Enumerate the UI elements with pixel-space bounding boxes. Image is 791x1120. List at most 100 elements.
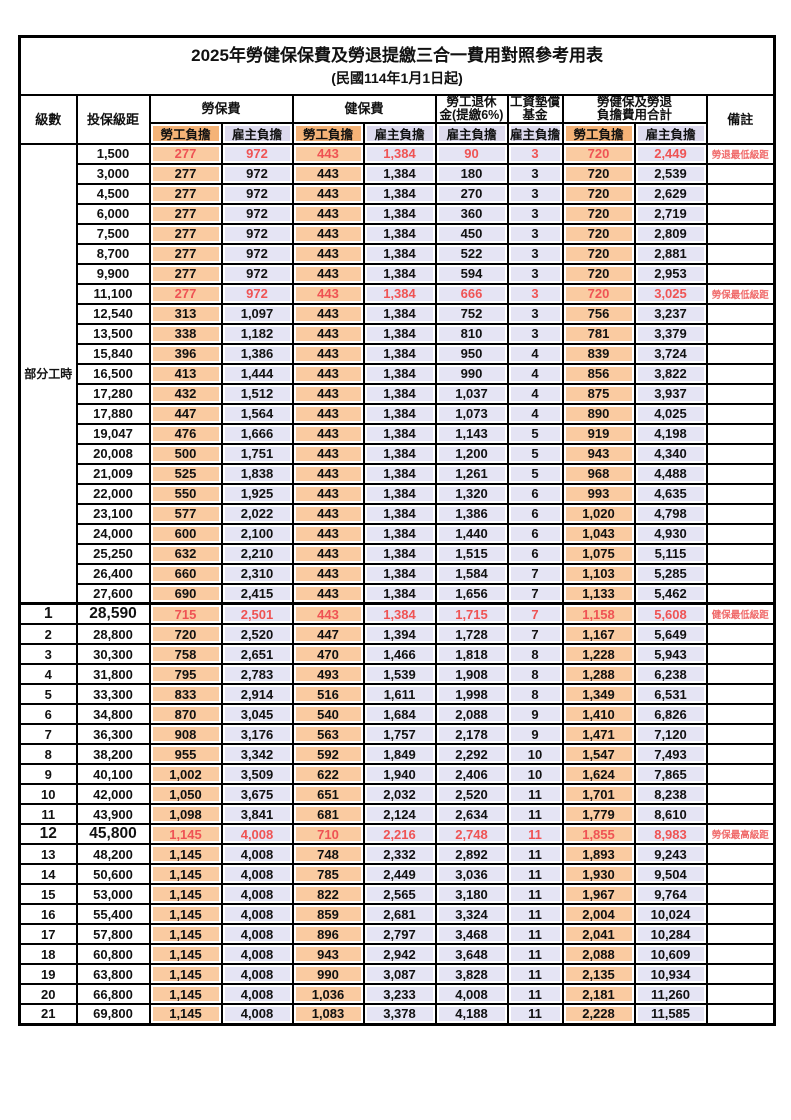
cell-remark bbox=[705, 623, 776, 645]
cell-total_emp: 1,349 bbox=[561, 683, 636, 705]
cell-total_emp: 720 bbox=[561, 182, 636, 205]
cell-labor_emp: 795 bbox=[148, 663, 223, 685]
cell-total_er: 3,379 bbox=[633, 322, 708, 345]
cell-labor_er: 3,342 bbox=[220, 743, 294, 765]
cell-labor_emp: 1,145 bbox=[148, 963, 223, 985]
cell-level: 21 bbox=[18, 1003, 78, 1025]
table-row: 16,500 413 1,444 443 1,384 990 4 856 3,822 bbox=[20, 362, 776, 385]
cell-bracket: 45,800 bbox=[75, 823, 151, 845]
cell-remark bbox=[705, 683, 776, 705]
cell-fund_er: 4 bbox=[506, 362, 564, 385]
cell-labor_er: 972 bbox=[220, 162, 294, 185]
cell-fund_er: 5 bbox=[506, 442, 564, 465]
cell-total_er: 3,822 bbox=[633, 362, 708, 385]
cell-total_er: 2,449 bbox=[633, 142, 708, 165]
cell-bracket: 55,400 bbox=[75, 903, 151, 925]
cell-fund_er: 8 bbox=[506, 643, 564, 665]
cell-total_er: 11,260 bbox=[633, 983, 708, 1005]
cell-labor_emp: 1,145 bbox=[148, 823, 223, 845]
cell-remark bbox=[705, 763, 776, 785]
cell-fund_er: 4 bbox=[506, 342, 564, 365]
cell-labor_emp: 632 bbox=[148, 542, 223, 565]
table-row: 17,280 432 1,512 443 1,384 1,037 4 875 3,937 bbox=[20, 382, 776, 405]
cell-health_er: 1,384 bbox=[362, 482, 437, 505]
cell-total_emp: 1,020 bbox=[561, 502, 636, 525]
cell-labor_er: 2,783 bbox=[220, 663, 294, 685]
cell-pension_er: 1,728 bbox=[434, 623, 509, 645]
cell-health_emp: 822 bbox=[291, 883, 365, 905]
cell-labor_emp: 1,145 bbox=[148, 883, 223, 905]
col-header-pension: 勞工退休 金(提繳6%) bbox=[434, 93, 509, 124]
cell-labor_emp: 277 bbox=[148, 262, 223, 285]
cell-remark bbox=[705, 663, 776, 685]
cell-labor_er: 4,008 bbox=[220, 843, 294, 865]
cell-health_emp: 563 bbox=[291, 723, 365, 745]
cell-labor_emp: 1,145 bbox=[148, 903, 223, 925]
cell-total_er: 6,238 bbox=[633, 663, 708, 685]
cell-health_er: 2,681 bbox=[362, 903, 437, 925]
cell-bracket: 1,500 bbox=[75, 142, 151, 165]
cell-total_emp: 720 bbox=[561, 242, 636, 265]
table-row: 3,000 277 972 443 1,384 180 3 720 2,539 bbox=[20, 162, 776, 185]
table-row: 16 55,400 1,145 4,008 859 2,681 3,324 11 2,004 10… bbox=[18, 903, 776, 925]
cell-total_er: 5,115 bbox=[633, 542, 708, 565]
cell-fund_er: 3 bbox=[506, 262, 564, 285]
cell-pension_er: 2,520 bbox=[434, 783, 509, 805]
table-row: 10 42,000 1,050 3,675 651 2,032 2,520 11 1,701 8,… bbox=[18, 783, 776, 805]
cell-health_emp: 470 bbox=[291, 643, 365, 665]
cell-fund_er: 3 bbox=[506, 322, 564, 345]
table-row: 19 63,800 1,145 4,008 990 3,087 3,828 11 2,135 10… bbox=[18, 963, 776, 985]
cell-level: 4 bbox=[18, 663, 78, 685]
cell-health_er: 1,384 bbox=[362, 602, 437, 625]
cell-level: 2 bbox=[18, 623, 78, 645]
cell-total_er: 9,504 bbox=[633, 863, 708, 885]
cell-bracket: 31,800 bbox=[75, 663, 151, 685]
cell-remark: 勞保最低級距 bbox=[705, 282, 776, 305]
cell-pension_er: 3,468 bbox=[434, 923, 509, 945]
cell-labor_emp: 577 bbox=[148, 502, 223, 525]
table-row: 23,100 577 2,022 443 1,384 1,386 6 1,020 4,798 bbox=[20, 502, 776, 525]
cell-remark bbox=[705, 903, 776, 925]
title-block: 2025年勞健保保費及勞退提繳三合一費用對照參考用表 (民國114年1月1日起) bbox=[18, 35, 776, 96]
cell-total_er: 7,865 bbox=[633, 763, 708, 785]
cell-pension_er: 3,036 bbox=[434, 863, 509, 885]
cell-total_er: 4,930 bbox=[633, 522, 708, 545]
cell-health_er: 1,384 bbox=[362, 182, 437, 205]
cell-pension_er: 2,088 bbox=[434, 703, 509, 725]
cell-labor_emp: 277 bbox=[148, 202, 223, 225]
cell-total_er: 10,609 bbox=[633, 943, 708, 965]
cell-health_emp: 443 bbox=[291, 202, 365, 225]
cell-health_er: 2,565 bbox=[362, 883, 437, 905]
cell-level: 8 bbox=[18, 743, 78, 765]
cell-level: 3 bbox=[18, 643, 78, 665]
cell-labor_emp: 277 bbox=[148, 142, 223, 165]
cell-labor_er: 4,008 bbox=[220, 923, 294, 945]
cell-remark bbox=[705, 342, 776, 365]
subheader-health-employer: 雇主負擔 bbox=[362, 121, 437, 145]
cell-total_emp: 1,043 bbox=[561, 522, 636, 545]
cell-total_er: 6,826 bbox=[633, 703, 708, 725]
cell-health_er: 3,087 bbox=[362, 963, 437, 985]
cell-health_emp: 1,083 bbox=[291, 1003, 365, 1025]
cell-health_emp: 443 bbox=[291, 322, 365, 345]
cell-total_emp: 720 bbox=[561, 142, 636, 165]
cell-pension_er: 1,515 bbox=[434, 542, 509, 565]
cell-total_emp: 1,855 bbox=[561, 823, 636, 845]
cell-remark bbox=[705, 162, 776, 185]
cell-health_emp: 443 bbox=[291, 242, 365, 265]
cell-total_emp: 890 bbox=[561, 402, 636, 425]
cell-total_emp: 720 bbox=[561, 282, 636, 305]
cell-labor_er: 2,415 bbox=[220, 582, 294, 605]
cell-health_emp: 443 bbox=[291, 502, 365, 525]
cell-fund_er: 11 bbox=[506, 1003, 564, 1025]
cell-labor_er: 1,386 bbox=[220, 342, 294, 365]
cell-remark bbox=[705, 582, 776, 605]
cell-fund_er: 8 bbox=[506, 663, 564, 685]
cell-labor_er: 1,925 bbox=[220, 482, 294, 505]
cell-bracket: 28,590 bbox=[75, 602, 151, 625]
cell-health_er: 1,684 bbox=[362, 703, 437, 725]
cell-remark bbox=[705, 943, 776, 965]
cell-labor_er: 3,509 bbox=[220, 763, 294, 785]
cell-health_er: 1,394 bbox=[362, 623, 437, 645]
cell-remark bbox=[705, 723, 776, 745]
